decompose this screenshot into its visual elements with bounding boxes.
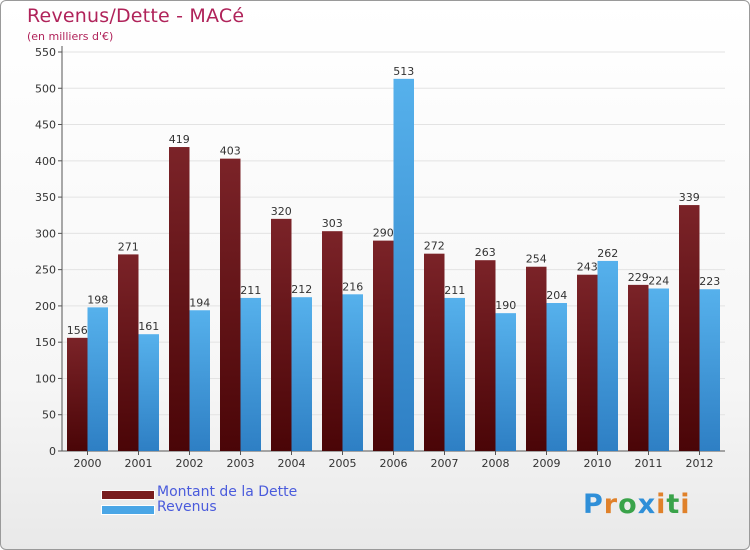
data-label-revenus: 194 bbox=[189, 296, 210, 309]
bar-revenus bbox=[189, 310, 210, 451]
data-label-dette: 156 bbox=[67, 324, 88, 337]
x-tick-label: 2007 bbox=[431, 457, 459, 470]
data-label-revenus: 190 bbox=[495, 299, 516, 312]
x-tick-label: 2001 bbox=[125, 457, 153, 470]
bar-revenus bbox=[138, 334, 159, 451]
data-label-dette: 229 bbox=[628, 271, 649, 284]
x-tick-label: 2002 bbox=[176, 457, 204, 470]
bar-dette bbox=[67, 337, 88, 451]
logo-letter: i bbox=[656, 489, 667, 520]
data-label-dette: 254 bbox=[526, 253, 547, 266]
data-label-revenus: 211 bbox=[240, 284, 261, 297]
data-label-dette: 403 bbox=[220, 145, 241, 158]
data-label-dette: 263 bbox=[475, 246, 496, 259]
bar-revenus bbox=[495, 313, 516, 451]
bar-revenus bbox=[342, 294, 363, 451]
x-tick-label: 2009 bbox=[533, 457, 561, 470]
bar-dette bbox=[322, 231, 343, 451]
bar-dette bbox=[118, 254, 139, 451]
y-tick-label: 200 bbox=[35, 300, 56, 313]
proxiti-logo: Proxiti bbox=[583, 489, 691, 520]
y-tick-label: 400 bbox=[35, 155, 56, 168]
data-label-dette: 271 bbox=[118, 240, 139, 253]
data-label-dette: 243 bbox=[577, 261, 598, 274]
logo-letter: x bbox=[637, 489, 657, 520]
data-label-dette: 339 bbox=[679, 191, 700, 204]
data-label-revenus: 161 bbox=[138, 320, 159, 333]
chart-title: Revenus/Dette - MACé bbox=[27, 5, 245, 27]
data-label-dette: 419 bbox=[169, 133, 190, 146]
data-label-revenus: 211 bbox=[444, 284, 465, 297]
y-tick-label: 500 bbox=[35, 82, 56, 95]
x-tick-label: 2010 bbox=[584, 457, 612, 470]
chart-subtitle: (en milliers d'€) bbox=[27, 30, 114, 43]
data-label-revenus: 513 bbox=[393, 65, 414, 78]
data-label-dette: 290 bbox=[373, 227, 394, 240]
data-label-revenus: 262 bbox=[597, 247, 618, 260]
y-tick-label: 0 bbox=[49, 445, 56, 458]
y-tick-label: 350 bbox=[35, 191, 56, 204]
legend-label-dette: Montant de la Dette bbox=[157, 484, 298, 500]
bar-dette bbox=[679, 205, 700, 451]
legend-swatch-dette bbox=[101, 490, 155, 500]
bar-dette bbox=[424, 253, 445, 451]
logo-letter: i bbox=[680, 489, 691, 520]
y-tick-label: 450 bbox=[35, 119, 56, 132]
x-tick-label: 2008 bbox=[482, 457, 510, 470]
x-tick-label: 2006 bbox=[380, 457, 408, 470]
bar-revenus bbox=[444, 297, 465, 451]
data-label-revenus: 223 bbox=[699, 275, 720, 288]
y-tick-label: 300 bbox=[35, 227, 56, 240]
logo-letter: t bbox=[666, 489, 681, 520]
bar-revenus bbox=[699, 289, 720, 451]
bar-dette bbox=[475, 260, 496, 451]
x-tick-label: 2000 bbox=[74, 457, 102, 470]
legend-swatch-revenus bbox=[101, 505, 155, 515]
bar-revenus bbox=[648, 288, 669, 451]
logo-letter: P bbox=[583, 489, 604, 520]
bar-revenus bbox=[291, 297, 312, 451]
x-tick-label: 2003 bbox=[227, 457, 255, 470]
y-tick-label: 100 bbox=[35, 372, 56, 385]
bar-dette bbox=[220, 158, 241, 451]
bar-dette bbox=[373, 240, 394, 451]
logo-letter: o bbox=[618, 489, 638, 520]
bar-revenus bbox=[240, 297, 261, 451]
data-label-dette: 272 bbox=[424, 240, 445, 253]
x-tick-label: 2011 bbox=[635, 457, 663, 470]
bar-dette bbox=[577, 274, 598, 451]
bar-dette bbox=[526, 266, 547, 451]
bar-dette bbox=[169, 147, 190, 451]
data-label-dette: 303 bbox=[322, 217, 343, 230]
x-tick-label: 2004 bbox=[278, 457, 306, 470]
bar-revenus bbox=[393, 78, 414, 451]
data-label-revenus: 224 bbox=[648, 274, 669, 287]
y-tick-label: 550 bbox=[35, 46, 56, 59]
x-tick-label: 2012 bbox=[686, 457, 714, 470]
data-label-revenus: 212 bbox=[291, 283, 312, 296]
y-tick-label: 250 bbox=[35, 264, 56, 277]
bar-dette bbox=[628, 284, 649, 451]
legend-label-revenus: Revenus bbox=[157, 499, 217, 515]
bar-dette bbox=[271, 218, 292, 451]
bar-revenus bbox=[597, 260, 618, 451]
data-label-revenus: 198 bbox=[87, 293, 108, 306]
data-label-revenus: 204 bbox=[546, 289, 567, 302]
y-tick-label: 150 bbox=[35, 336, 56, 349]
x-tick-label: 2005 bbox=[329, 457, 357, 470]
bar-revenus bbox=[546, 303, 567, 451]
bar-revenus bbox=[87, 307, 108, 451]
data-label-dette: 320 bbox=[271, 205, 292, 218]
data-label-revenus: 216 bbox=[342, 280, 363, 293]
y-tick-label: 50 bbox=[42, 409, 56, 422]
logo-letter: r bbox=[603, 489, 619, 520]
